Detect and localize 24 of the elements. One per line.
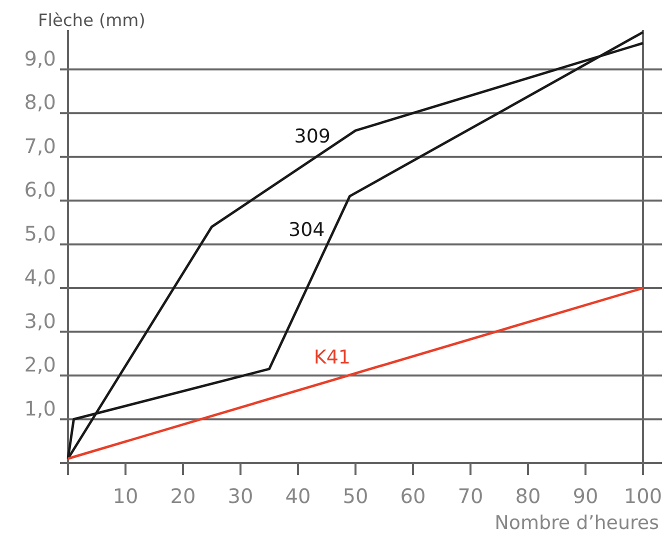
x-tick-label: 80	[515, 484, 541, 508]
x-tick-label: 100	[624, 484, 662, 508]
y-tick-label: 5,0	[24, 221, 56, 246]
x-tick-label: 90	[572, 484, 598, 508]
series-label: 304	[288, 219, 325, 242]
x-tick-label: 50	[342, 484, 368, 508]
series-label: 309	[294, 126, 330, 148]
x-tick-label: 70	[458, 484, 484, 508]
x-tick-label: 10	[112, 484, 138, 508]
x-tick-label: 40	[285, 484, 311, 508]
x-axis-title: Nombre d’heures	[494, 512, 659, 534]
y-tick-label: 9,0	[24, 46, 56, 70]
series-label: K41	[314, 346, 350, 368]
y-tick-label: 3,0	[24, 308, 56, 333]
y-tick-label: 7,0	[24, 134, 56, 158]
y-tick-label: 4,0	[24, 265, 56, 290]
x-tick-label: 30	[228, 484, 254, 508]
y-tick-label: 1,0	[24, 396, 56, 420]
x-tick-label: 60	[400, 484, 426, 508]
y-axis-title: Flèche (mm)	[38, 11, 146, 31]
x-tick-label: 20	[170, 484, 196, 508]
y-tick-label: 8,0	[24, 90, 56, 114]
y-tick-label: 6,0	[24, 178, 56, 202]
y-tick-label: 2,0	[24, 352, 56, 377]
